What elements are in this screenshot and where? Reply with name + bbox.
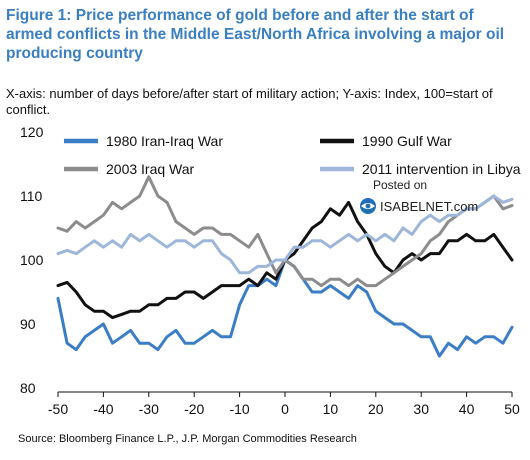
legend: 1980 Iran-Iraq War 1990 Gulf War 2003 Iraq…: [64, 133, 521, 177]
watermark: Posted on ISABELNET.com: [360, 178, 478, 214]
y-tick-label: 110: [20, 188, 43, 204]
x-tick-label: -20: [184, 401, 204, 417]
series-line-1: [56, 258, 514, 358]
x-tick-label: -30: [139, 401, 159, 417]
watermark-line1: Posted on: [373, 178, 427, 192]
series-lines: [56, 175, 514, 358]
x-tick-label: 10: [323, 401, 339, 417]
watermark-pupil-icon: [365, 203, 371, 209]
y-tick-label: 90: [20, 316, 36, 332]
x-tick-label: -50: [48, 401, 68, 417]
y-axis-ticks: 80 90 100 110 120: [20, 124, 44, 396]
x-tick-label: 0: [281, 401, 289, 417]
watermark-line2: ISABELNET.com: [380, 199, 478, 214]
legend-label-3: 2003 Iraq War: [106, 161, 195, 177]
chart-subtitle: X-axis: number of days before/after star…: [6, 86, 493, 117]
series-line-4: [56, 194, 514, 275]
x-tick-label: 50: [504, 401, 520, 417]
legend-label-2: 1990 Gulf War: [362, 133, 452, 149]
chart-title: Figure 1: Price performance of gold befo…: [6, 7, 505, 62]
series-line-3: [56, 175, 514, 288]
x-tick-label: 30: [413, 401, 429, 417]
y-tick-label: 100: [20, 252, 44, 268]
legend-label-1: 1980 Iran-Iraq War: [106, 133, 223, 149]
y-tick-label: 80: [20, 380, 36, 396]
x-tick-label: -10: [229, 401, 249, 417]
legend-label-4: 2011 intervention in Libya: [362, 161, 521, 177]
x-tick-label: 40: [459, 401, 475, 417]
y-tick-label: 120: [20, 124, 44, 140]
x-tick-label: 20: [368, 401, 384, 417]
x-axis: -50 -40 -30 -20 -10 0 10 20 30 40 50: [48, 391, 520, 417]
source-note: Source: Bloomberg Finance L.P., J.P. Mor…: [18, 433, 357, 445]
x-tick-label: -40: [93, 401, 113, 417]
